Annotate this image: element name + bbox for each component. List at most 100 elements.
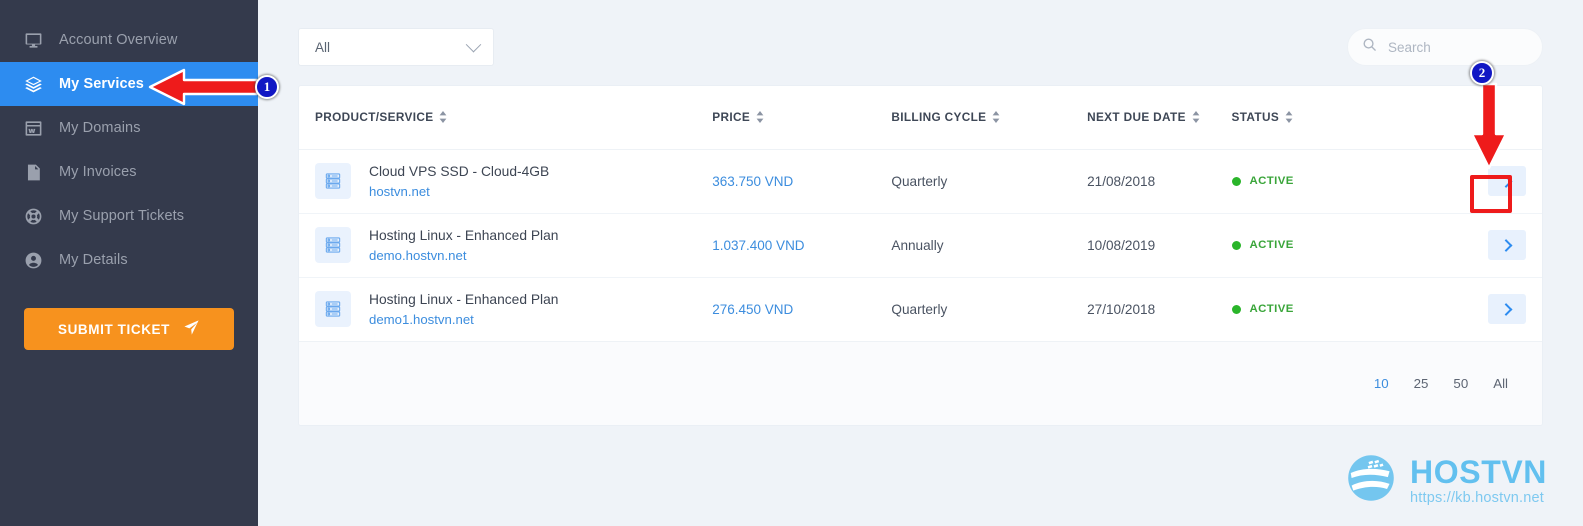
next-due-date-value: 27/10/2018 bbox=[1087, 301, 1156, 317]
chevron-down-icon bbox=[465, 36, 482, 52]
filter-select[interactable]: All bbox=[298, 28, 494, 66]
paper-plane-icon bbox=[183, 319, 200, 339]
column-header-actions bbox=[1425, 86, 1542, 150]
cell-actions bbox=[1425, 213, 1542, 278]
sidebar-item-my-services[interactable]: My Services bbox=[0, 62, 258, 106]
cell-price: 363.750 VND bbox=[712, 149, 892, 214]
price-value: 276.450 VND bbox=[712, 301, 794, 317]
sidebar-item-label: Account Overview bbox=[59, 32, 178, 48]
cell-billing-cycle: Quarterly bbox=[891, 277, 1088, 342]
status-badge: ACTIVE bbox=[1231, 175, 1426, 187]
search-input[interactable]: Search bbox=[1347, 28, 1543, 66]
server-icon bbox=[315, 291, 351, 327]
sidebar-item-label: My Invoices bbox=[59, 164, 137, 180]
sidebar: Account Overview My Services My Domains … bbox=[0, 0, 258, 526]
column-label: BILLING CYCLE bbox=[891, 110, 987, 125]
sort-icon bbox=[1192, 111, 1200, 124]
price-value: 1.037.400 VND bbox=[712, 237, 805, 253]
main-content: All Search PRODUCT/SERVICE bbox=[258, 0, 1583, 526]
status-dot-icon bbox=[1231, 240, 1241, 250]
chevron-right-icon bbox=[1499, 302, 1512, 316]
globe-icon bbox=[1344, 451, 1398, 510]
price-value: 363.750 VND bbox=[712, 173, 794, 189]
product-domain-link[interactable]: hostvn.net bbox=[369, 183, 430, 199]
status-badge: ACTIVE bbox=[1231, 239, 1426, 251]
sort-icon bbox=[1285, 111, 1293, 124]
sort-icon bbox=[992, 111, 1000, 124]
product-name: Hosting Linux - Enhanced Plan bbox=[369, 291, 559, 307]
row-action-button-1[interactable] bbox=[1488, 166, 1526, 196]
table-row[interactable]: Hosting Linux - Enhanced Plan demo1.host… bbox=[299, 277, 1542, 342]
product-domain-link[interactable]: demo1.hostvn.net bbox=[369, 311, 474, 327]
cell-next-due-date: 21/08/2018 bbox=[1087, 149, 1232, 214]
filter-select-value: All bbox=[315, 39, 331, 55]
row-action-button-2[interactable] bbox=[1488, 230, 1526, 260]
cell-actions bbox=[1425, 277, 1542, 342]
table-header: PRODUCT/SERVICE PRICE bbox=[299, 86, 1542, 150]
cell-next-due-date: 10/08/2019 bbox=[1087, 213, 1232, 278]
search-placeholder: Search bbox=[1388, 39, 1431, 55]
sidebar-item-label: My Details bbox=[59, 252, 128, 268]
pagination: 10 25 50 All bbox=[299, 341, 1542, 425]
sidebar-item-my-details[interactable]: My Details bbox=[0, 238, 258, 282]
lifebuoy-icon bbox=[24, 207, 50, 226]
hostvn-logo: HOSTVN https://kb.hostvn.net bbox=[1344, 451, 1547, 510]
status-label: ACTIVE bbox=[1249, 303, 1294, 315]
browser-icon bbox=[24, 119, 50, 138]
cell-product: Hosting Linux - Enhanced Plan demo1.host… bbox=[299, 277, 713, 342]
column-label: STATUS bbox=[1231, 110, 1280, 125]
column-label: PRODUCT/SERVICE bbox=[315, 110, 434, 125]
product-domain-link[interactable]: demo.hostvn.net bbox=[369, 247, 467, 263]
sidebar-item-my-support-tickets[interactable]: My Support Tickets bbox=[0, 194, 258, 238]
toolbar: All Search bbox=[298, 28, 1543, 66]
sidebar-item-label: My Services bbox=[59, 76, 144, 92]
pagination-option-10[interactable]: 10 bbox=[1373, 375, 1389, 391]
column-label: NEXT DUE DATE bbox=[1087, 110, 1186, 125]
product-name: Hosting Linux - Enhanced Plan bbox=[369, 227, 559, 243]
status-label: ACTIVE bbox=[1249, 239, 1294, 251]
submit-ticket-button[interactable]: SUBMIT TICKET bbox=[24, 308, 234, 350]
product-name: Cloud VPS SSD - Cloud-4GB bbox=[369, 163, 550, 179]
column-header-billing-cycle[interactable]: BILLING CYCLE bbox=[891, 86, 1088, 150]
column-header-product-service[interactable]: PRODUCT/SERVICE bbox=[299, 86, 713, 150]
sidebar-item-my-domains[interactable]: My Domains bbox=[0, 106, 258, 150]
cell-billing-cycle: Annually bbox=[891, 213, 1088, 278]
user-circle-icon bbox=[24, 251, 50, 270]
column-header-status[interactable]: STATUS bbox=[1231, 86, 1426, 150]
status-dot-icon bbox=[1231, 176, 1241, 186]
sidebar-item-label: My Domains bbox=[59, 120, 141, 136]
monitor-icon bbox=[24, 31, 50, 50]
table-header-row: PRODUCT/SERVICE PRICE bbox=[299, 86, 1542, 150]
pagination-option-25[interactable]: 25 bbox=[1413, 375, 1429, 391]
billing-cycle-value: Annually bbox=[891, 237, 944, 253]
sort-icon bbox=[439, 111, 447, 124]
annotation-marker-1: 1 bbox=[255, 75, 279, 99]
chevron-right-icon bbox=[1499, 238, 1512, 252]
invoice-icon bbox=[24, 163, 50, 182]
status-badge: ACTIVE bbox=[1231, 303, 1426, 315]
cell-price: 276.450 VND bbox=[712, 277, 892, 342]
sort-icon bbox=[756, 111, 764, 124]
next-due-date-value: 21/08/2018 bbox=[1087, 173, 1156, 189]
annotation-marker-2: 2 bbox=[1470, 61, 1494, 85]
sidebar-item-account-overview[interactable]: Account Overview bbox=[0, 18, 258, 62]
pagination-option-50[interactable]: 50 bbox=[1453, 375, 1469, 391]
sidebar-item-my-invoices[interactable]: My Invoices bbox=[0, 150, 258, 194]
column-label: PRICE bbox=[712, 110, 751, 125]
search-icon bbox=[1362, 37, 1377, 57]
sidebar-item-label: My Support Tickets bbox=[59, 208, 185, 224]
table-row[interactable]: Hosting Linux - Enhanced Plan demo.hostv… bbox=[299, 213, 1542, 278]
table-row[interactable]: Cloud VPS SSD - Cloud-4GB hostvn.net 363… bbox=[299, 149, 1542, 214]
cell-next-due-date: 27/10/2018 bbox=[1087, 277, 1232, 342]
column-header-next-due-date[interactable]: NEXT DUE DATE bbox=[1087, 86, 1232, 150]
cell-price: 1.037.400 VND bbox=[712, 213, 892, 278]
billing-cycle-value: Quarterly bbox=[891, 301, 948, 317]
pagination-option-all[interactable]: All bbox=[1493, 375, 1508, 391]
column-header-price[interactable]: PRICE bbox=[712, 86, 892, 150]
cell-status: ACTIVE bbox=[1231, 213, 1426, 278]
row-action-button-3[interactable] bbox=[1488, 294, 1526, 324]
services-table: PRODUCT/SERVICE PRICE bbox=[299, 86, 1542, 342]
billing-cycle-value: Quarterly bbox=[891, 173, 948, 189]
cell-product: Hosting Linux - Enhanced Plan demo.hostv… bbox=[299, 213, 713, 278]
